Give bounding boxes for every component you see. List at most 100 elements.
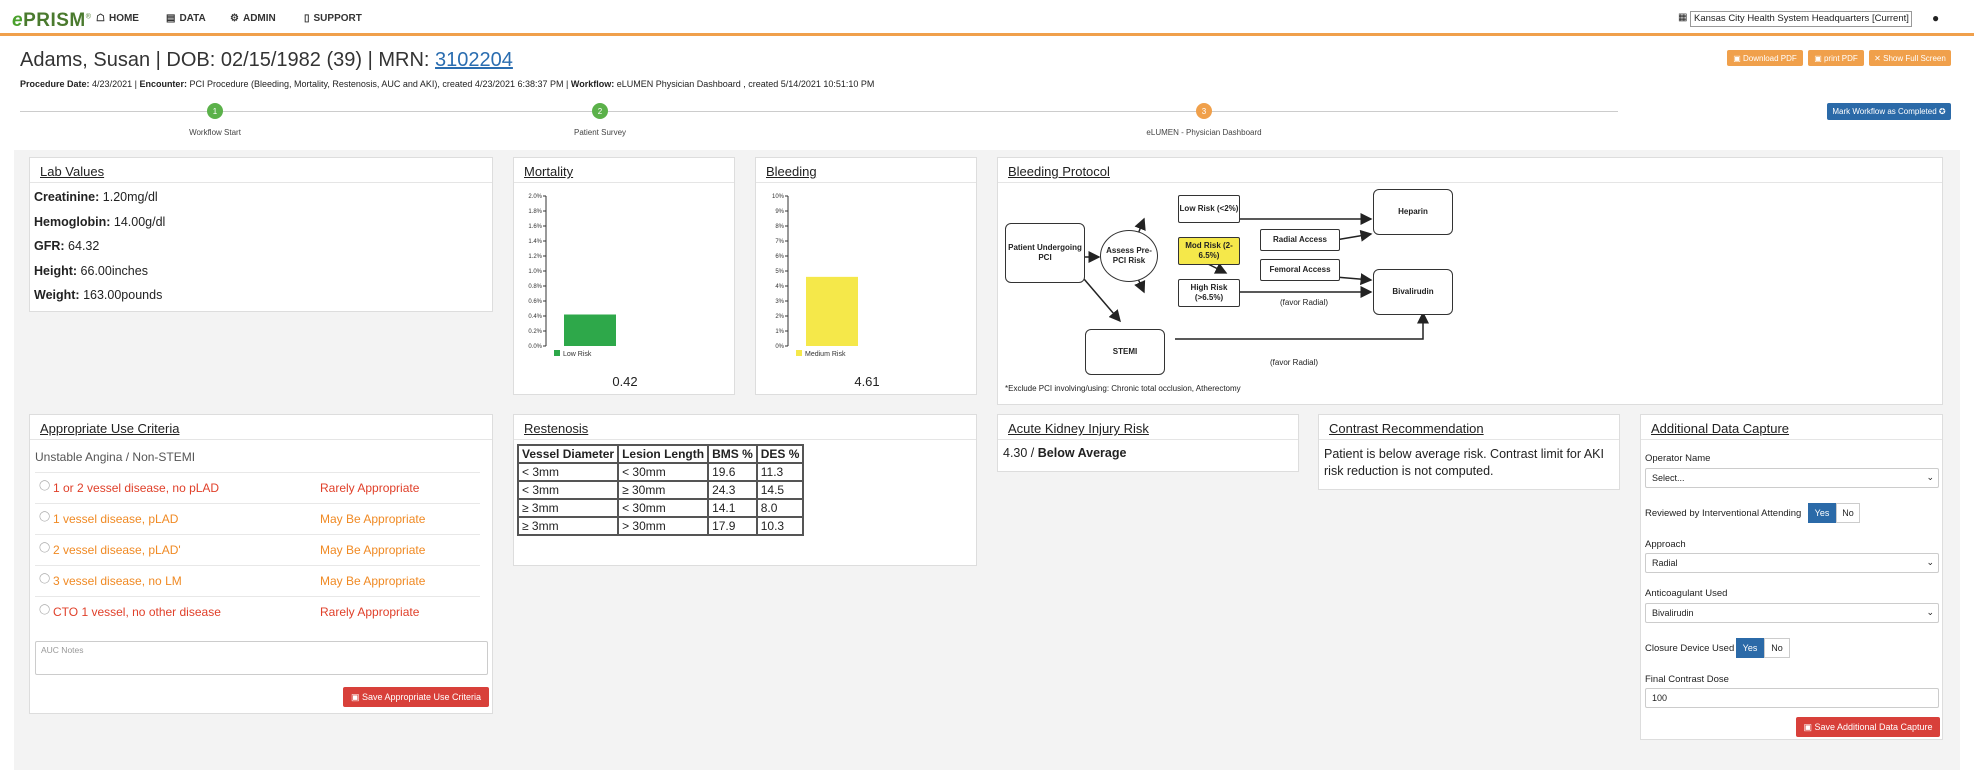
panel-title: Additional Data Capture: [1651, 421, 1790, 436]
table-cell: > 30mm: [617, 516, 710, 536]
protocol-box-patient: Patient Undergoing PCI: [1005, 223, 1085, 283]
table-header: Lesion Length: [617, 444, 710, 464]
lab-weight: Weight: 163.00pounds: [34, 288, 163, 302]
protocol-box-heparin: Heparin: [1373, 189, 1453, 235]
workflow-step-label: Patient Survey: [573, 128, 627, 137]
panel-title: Bleeding Protocol: [1008, 164, 1110, 179]
radio-icon[interactable]: ◯: [39, 573, 51, 584]
organization-select[interactable]: Kansas City Health System Headquarters […: [1690, 11, 1912, 27]
table-row: < 3mm ≥ 30mm 24.3 14.5: [516, 480, 805, 500]
y-tick-label: 8%: [775, 224, 784, 230]
y-tick-label: 0.6%: [528, 299, 542, 305]
lab-hemoglobin: Hemoglobin: 14.00g/dl: [34, 215, 166, 229]
radio-icon[interactable]: ◯: [39, 511, 51, 522]
workflow-step-3[interactable]: 3: [1196, 103, 1212, 119]
auc-row[interactable]: ◯ 2 vessel disease, pLAD' May Be Appropria…: [35, 534, 480, 564]
operator-select[interactable]: Select... ⌄: [1645, 468, 1939, 488]
legend-label: Low Risk: [563, 351, 592, 358]
save-icon: ▣: [1803, 721, 1815, 732]
approach-select[interactable]: Radial ⌄: [1645, 553, 1939, 573]
auc-row-name: 3 vessel disease, no LM: [53, 574, 182, 588]
closure-yes-button[interactable]: Yes: [1736, 638, 1764, 658]
print-pdf-button[interactable]: ▣ print PDF: [1808, 50, 1864, 66]
bar: [806, 276, 858, 346]
workflow-step-2[interactable]: 2: [592, 103, 608, 119]
protocol-box-femoral: Femoral Access: [1260, 259, 1340, 281]
auc-row-appropriateness: Rarely Appropriate: [320, 481, 420, 495]
table-cell: 10.3: [755, 516, 805, 536]
protocol-note: *Exclude PCI involving/using: Chronic to…: [1005, 384, 1241, 393]
legend-label: Medium Risk: [805, 351, 846, 358]
check-circle-icon: ✪: [1938, 107, 1946, 116]
workflow-step-label: eLUMEN - Physician Dashboard: [1146, 128, 1262, 137]
nav-data[interactable]: ▤ DATA: [166, 13, 206, 24]
reviewed-no-button[interactable]: No: [1836, 503, 1860, 523]
panel-title: Appropriate Use Criteria: [40, 421, 180, 436]
user-icon[interactable]: ●: [1932, 11, 1940, 25]
contrast-dose-label: Final Contrast Dose: [1645, 674, 1729, 685]
bleeding-chart: 0% 1% 2% 3% 4% 5% 6% 7% 8% 9% 10% Medium Risk: [772, 194, 858, 358]
radio-icon[interactable]: ◯: [39, 604, 51, 615]
save-auc-button[interactable]: ▣ Save Appropriate Use Criteria: [343, 687, 489, 707]
y-tick-label: 1.0%: [528, 269, 542, 275]
table-header: DES %: [755, 444, 805, 464]
nav-admin[interactable]: ⚙ ADMIN: [230, 13, 276, 24]
auc-row[interactable]: ◯ CTO 1 vessel, no other disease Rarely Ap…: [35, 596, 480, 626]
auc-row-appropriateness: Rarely Appropriate: [320, 605, 420, 619]
building-icon: ▦: [1678, 12, 1688, 23]
protocol-box-bivalirudin: Bivalirudin: [1373, 269, 1453, 315]
save-additional-data-button[interactable]: ▣ Save Additional Data Capture: [1796, 717, 1940, 737]
table-row: ≥ 3mm < 30mm 14.1 8.0: [516, 498, 805, 518]
approach-label: Approach: [1645, 539, 1686, 550]
auc-notes-field[interactable]: AUC Notes: [35, 641, 488, 675]
page-title: Adams, Susan | DOB: 02/15/1982 (39) | MR…: [20, 49, 513, 71]
y-tick-label: 0.4%: [528, 314, 542, 320]
nav-support[interactable]: ▯ SUPPORT: [304, 13, 362, 24]
y-tick-label: 2.0%: [528, 194, 542, 200]
mortality-panel: Mortality 0.0% 0.2% 0.4% 0.6% 0.8% 1.0% 1.2% 1.…: [513, 157, 735, 395]
mark-workflow-completed-button[interactable]: Mark Workflow as Completed ✪: [1827, 103, 1951, 120]
lab-creatinine: Creatinine: 1.20mg/dl: [34, 190, 158, 204]
lab-height: Height: 66.00inches: [34, 264, 148, 278]
reviewed-yes-button[interactable]: Yes: [1808, 503, 1836, 523]
closure-no-button[interactable]: No: [1764, 638, 1790, 658]
restenosis-table: Vessel Diameter Lesion Length BMS % DES …: [516, 444, 805, 536]
chevron-down-icon: ⌄: [1926, 607, 1934, 617]
auc-row-name: 1 or 2 vessel disease, no pLAD: [53, 481, 220, 495]
contrast-dose-input[interactable]: 100: [1645, 688, 1939, 708]
y-tick-label: 1.6%: [528, 224, 542, 230]
table-cell: 14.5: [755, 480, 805, 500]
y-tick-label: 6%: [775, 254, 784, 260]
panel-title: Lab Values: [40, 164, 105, 179]
auc-row[interactable]: ◯ 1 vessel disease, pLAD May Be Appropriat…: [35, 503, 480, 533]
auc-row[interactable]: ◯ 1 or 2 vessel disease, no pLAD Rarely Ap…: [35, 472, 480, 502]
full-screen-button[interactable]: ✕ Show Full Screen: [1869, 50, 1951, 66]
panel-title: Restenosis: [524, 421, 589, 436]
protocol-box-assess: Assess Pre-PCI Risk: [1100, 230, 1158, 282]
auc-subtitle: Unstable Angina / Non-STEMI: [35, 450, 196, 464]
legend-swatch: [554, 350, 560, 356]
procedure-info: Procedure Date: 4/23/2021 | Encounter: P…: [20, 79, 875, 89]
eprism-logo[interactable]: ePRISM®: [12, 10, 92, 31]
auc-row[interactable]: ◯ 3 vessel disease, no LM May Be Appropria…: [35, 565, 480, 595]
bleeding-protocol-panel: Bleeding Protocol Patient Undergoing PCI…: [997, 157, 1943, 405]
radio-icon[interactable]: ◯: [39, 542, 51, 553]
table-header: Vessel Diameter: [516, 444, 620, 464]
anticoagulant-select[interactable]: Bivalirudin ⌄: [1645, 603, 1939, 623]
protocol-box-stemi: STEMI: [1085, 329, 1165, 375]
download-pdf-button[interactable]: ▣ Download PDF: [1727, 50, 1803, 66]
printer-icon: ▣: [1814, 53, 1824, 63]
nav-home[interactable]: ☖ HOME: [96, 13, 139, 24]
pdf-icon: ▣: [1733, 53, 1743, 63]
mrn-link[interactable]: 3102204: [435, 49, 513, 71]
aki-value: 4.30 / Below Average: [1003, 446, 1127, 460]
auc-row-appropriateness: May Be Appropriate: [320, 543, 426, 557]
auc-row-appropriateness: May Be Appropriate: [320, 574, 426, 588]
chevron-down-icon: ⌄: [1926, 557, 1934, 567]
auc-panel: Appropriate Use Criteria Unstable Angina…: [29, 414, 493, 714]
workflow-step-1[interactable]: 1: [207, 103, 223, 119]
bar: [564, 314, 616, 346]
y-tick-label: 9%: [775, 209, 784, 215]
y-tick-label: 1.4%: [528, 239, 542, 245]
radio-icon[interactable]: ◯: [39, 480, 51, 491]
